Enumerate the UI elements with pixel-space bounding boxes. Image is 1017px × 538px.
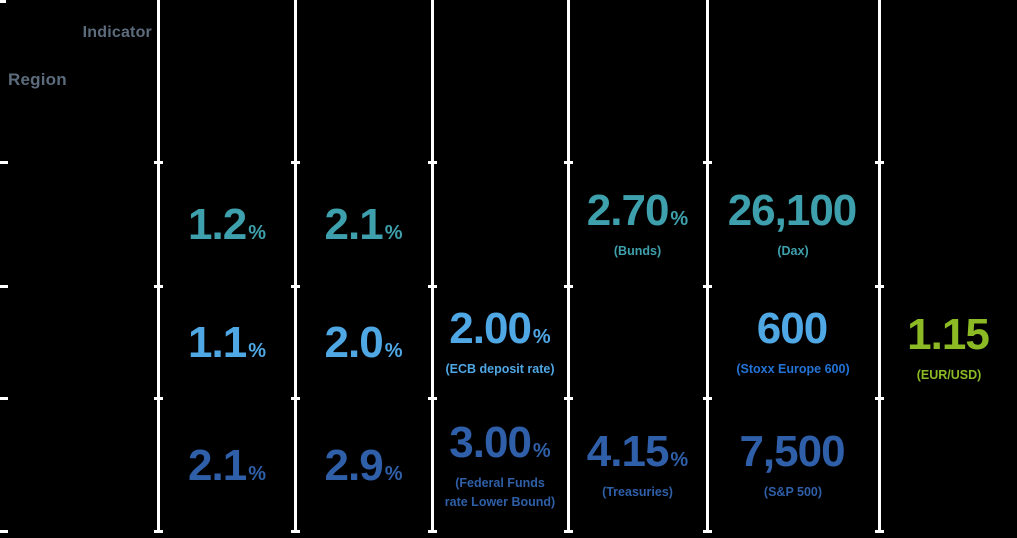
table-cell-stoxx-600: 600 (Stoxx Europe 600) (709, 287, 877, 399)
grid-tick (703, 161, 712, 164)
table-cell-bunds: 2.70% (Bunds) (570, 163, 705, 287)
cell-sublabel: (EUR/USD) (916, 368, 982, 383)
table-cell-fed-funds: 3.00% (Federal Funds rate Lower Bound) (434, 399, 566, 533)
cell-sublabel: (Federal Funds (455, 475, 545, 490)
table-cell-r1c3: 2.1% (297, 163, 430, 287)
grid-line-vertical (157, 0, 160, 533)
cell-sublabel: (S&P 500) (763, 485, 823, 500)
cell-value: 1.15 (907, 310, 990, 360)
cell-sublabel: (Stoxx Europe 600) (736, 362, 850, 377)
grid-tick (291, 397, 300, 400)
percent-sign: % (384, 222, 403, 244)
cell-value: 2.00% (449, 304, 551, 354)
cell-value: 2.70% (586, 186, 689, 236)
grid-line-vertical (706, 0, 709, 533)
cell-sublabel: (Dax) (777, 244, 809, 259)
grid-tick (428, 285, 437, 288)
percent-sign: % (532, 439, 551, 462)
table-cell-r2c3: 2.0% (297, 287, 430, 399)
table-cell-r3c2: 2.1% (160, 399, 294, 533)
grid-tick (703, 397, 712, 400)
grid-tick (875, 397, 884, 400)
cell-value: 2.1% (324, 200, 403, 249)
cell-value: 26,100 (727, 186, 858, 236)
grid-tick (0, 397, 8, 400)
grid-tick (0, 161, 8, 164)
percent-sign: % (248, 340, 266, 362)
cell-sublabel: (Treasuries) (602, 485, 673, 500)
cell-value: 4.15% (586, 427, 689, 477)
percent-sign: % (384, 340, 403, 362)
cell-value: 2.1% (188, 441, 266, 490)
cell-sublabel-line2: rate Lower Bound) (444, 495, 556, 509)
cell-value: 1.1% (188, 318, 266, 367)
percent-sign: % (248, 222, 266, 244)
percent-sign: % (670, 208, 689, 231)
grid-tick (291, 285, 300, 288)
table-cell-dax: 26,100 (Dax) (709, 163, 877, 287)
table-cell-eur-usd: 1.15 (EUR/USD) (881, 287, 1017, 405)
table-cell-treasuries: 4.15% (Treasuries) (570, 399, 705, 533)
percent-sign: % (384, 463, 403, 485)
grid-line-vertical (294, 0, 297, 533)
cell-value: 600 (756, 304, 828, 354)
grid-tick (703, 530, 712, 533)
grid-tick (154, 530, 163, 533)
cell-value: 2.9% (324, 441, 403, 490)
grid-tick (875, 161, 884, 164)
table-cell-r1c2: 1.2% (160, 163, 294, 287)
grid-tick (0, 530, 8, 533)
table-cell-sp500: 7,500 (S&P 500) (709, 399, 877, 533)
grid-tick (0, 0, 6, 3)
grid-tick (428, 161, 437, 164)
grid-tick (291, 530, 300, 533)
region-axis-label: Region (8, 70, 67, 89)
percent-sign: % (248, 463, 266, 485)
cell-value: 3.00% (449, 417, 551, 467)
cell-value: 1.2% (188, 200, 266, 249)
grid-tick (154, 397, 163, 400)
grid-tick (703, 285, 712, 288)
grid-tick (0, 285, 8, 288)
grid-tick (154, 285, 163, 288)
table-cell-ecb-deposit-rate: 2.00% (ECB deposit rate) (434, 287, 566, 399)
grid-tick (875, 530, 884, 533)
percent-sign: % (670, 449, 689, 472)
grid-line-vertical (878, 0, 881, 533)
grid-tick (564, 285, 573, 288)
cell-sublabel: (Bunds) (613, 244, 662, 259)
grid-line-vertical (567, 0, 570, 533)
grid-tick (428, 530, 437, 533)
grid-tick (154, 161, 163, 164)
indicator-axis-label: Indicator (82, 24, 152, 41)
grid-tick (564, 530, 573, 533)
table-cell-r3c3: 2.9% (297, 399, 430, 533)
grid-tick (291, 161, 300, 164)
grid-line-vertical (431, 0, 434, 533)
cell-value: 2.0% (324, 318, 403, 367)
table-cell-r2c2: 1.1% (160, 287, 294, 399)
grid-tick (564, 161, 573, 164)
grid-tick (428, 397, 437, 400)
grid-tick (875, 285, 884, 288)
cell-sublabel: (ECB deposit rate) (445, 362, 555, 377)
cell-value: 7,500 (739, 427, 845, 477)
grid-tick (564, 397, 573, 400)
percent-sign: % (532, 326, 551, 349)
